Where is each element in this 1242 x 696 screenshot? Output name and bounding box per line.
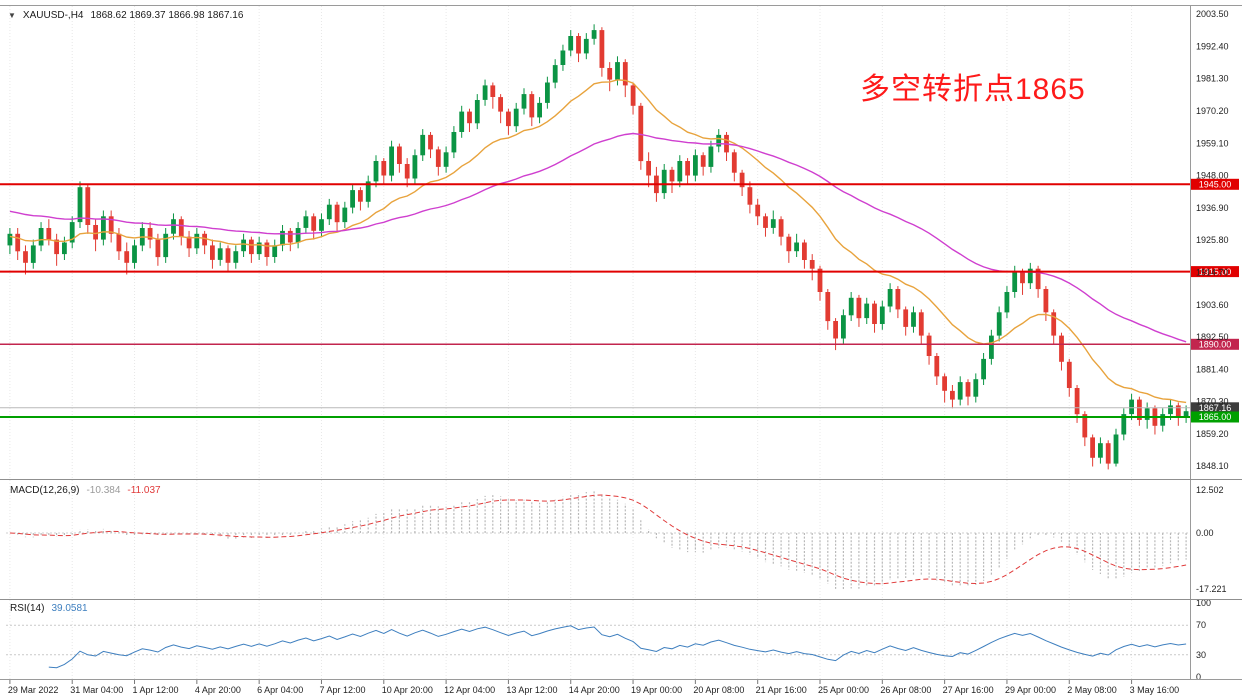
- moving-averages: [9, 79, 1187, 404]
- svg-text:1925.80: 1925.80: [1196, 235, 1229, 245]
- svg-text:1981.30: 1981.30: [1196, 74, 1229, 84]
- svg-text:10 Apr 20:00: 10 Apr 20:00: [382, 685, 433, 695]
- candlesticks[interactable]: [7, 24, 1189, 470]
- ma-slow-magenta: [9, 132, 1187, 343]
- price-axis[interactable]: 2003.50 1992.40 1981.30 1970.20 1959.10 1948.…: [1196, 9, 1229, 471]
- svg-text:29 Mar 2022: 29 Mar 2022: [8, 685, 59, 695]
- svg-text:7 Apr 12:00: 7 Apr 12:00: [319, 685, 365, 695]
- svg-text:12.502: 12.502: [1196, 485, 1224, 495]
- svg-text:2 May 08:00: 2 May 08:00: [1067, 685, 1117, 695]
- svg-text:1881.40: 1881.40: [1196, 364, 1229, 374]
- svg-text:1890.00: 1890.00: [1199, 340, 1232, 350]
- svg-text:30: 30: [1196, 650, 1206, 660]
- svg-text:1892.50: 1892.50: [1196, 332, 1229, 342]
- rsi-value: 39.0581: [51, 603, 88, 614]
- svg-text:13 Apr 12:00: 13 Apr 12:00: [506, 685, 557, 695]
- svg-text:1936.90: 1936.90: [1196, 203, 1229, 213]
- svg-text:2003.50: 2003.50: [1196, 9, 1229, 19]
- svg-text:1914.70: 1914.70: [1196, 268, 1229, 278]
- svg-text:1870.30: 1870.30: [1196, 397, 1229, 407]
- svg-text:0.00: 0.00: [1196, 528, 1214, 538]
- svg-text:27 Apr 16:00: 27 Apr 16:00: [943, 685, 994, 695]
- svg-text:31 Mar 04:00: 31 Mar 04:00: [70, 685, 123, 695]
- svg-text:0: 0: [1196, 672, 1201, 682]
- ohlc-values: 1868.62 1869.37 1866.98 1867.16: [90, 10, 244, 21]
- svg-text:70: 70: [1196, 620, 1206, 630]
- svg-text:4 Apr 20:00: 4 Apr 20:00: [195, 685, 241, 695]
- svg-text:6 Apr 04:00: 6 Apr 04:00: [257, 685, 303, 695]
- macd-indicator: 12.502 0.00 -17.221: [6, 485, 1227, 594]
- svg-text:-17.221: -17.221: [1196, 584, 1227, 594]
- svg-text:1865.00: 1865.00: [1199, 412, 1232, 422]
- svg-text:14 Apr 20:00: 14 Apr 20:00: [569, 685, 620, 695]
- pane-borders: [0, 5, 1242, 680]
- svg-text:21 Apr 16:00: 21 Apr 16:00: [756, 685, 807, 695]
- svg-text:1948.00: 1948.00: [1196, 171, 1229, 181]
- symbol-info: ▼ XAUUSD-,H4 1868.62 1869.37 1866.98 186…: [8, 10, 243, 21]
- macd-name: MACD(12,26,9): [10, 485, 80, 496]
- macd-main-value: -10.384: [86, 485, 121, 496]
- symbol-period-label: XAUUSD-,H4: [22, 10, 84, 21]
- svg-text:1945.00: 1945.00: [1199, 180, 1232, 190]
- svg-text:100: 100: [1196, 598, 1211, 608]
- svg-text:1848.10: 1848.10: [1196, 461, 1229, 471]
- svg-text:1903.60: 1903.60: [1196, 300, 1229, 310]
- svg-text:29 Apr 00:00: 29 Apr 00:00: [1005, 685, 1056, 695]
- annotation-text[interactable]: 多空转折点1865: [860, 73, 1086, 106]
- horizontal-lines[interactable]: 1867.16 1945.00 1915.00 1890.00 1865.00: [0, 178, 1239, 423]
- grid: [9, 6, 1133, 679]
- svg-text:25 Apr 00:00: 25 Apr 00:00: [818, 685, 869, 695]
- svg-text:26 Apr 08:00: 26 Apr 08:00: [880, 685, 931, 695]
- svg-text:1859.20: 1859.20: [1196, 429, 1229, 439]
- rsi-name: RSI(14): [10, 603, 45, 614]
- svg-text:1959.10: 1959.10: [1196, 138, 1229, 148]
- svg-text:1992.40: 1992.40: [1196, 41, 1229, 51]
- svg-text:12 Apr 04:00: 12 Apr 04:00: [444, 685, 495, 695]
- time-axis[interactable]: 29 Mar 2022 31 Mar 04:00 1 Apr 12:00 4 Apr …: [8, 680, 1179, 695]
- rsi-indicator-label: RSI(14) 39.0581: [10, 603, 88, 614]
- ma-fast-orange: [9, 79, 1187, 404]
- svg-text:1 Apr 12:00: 1 Apr 12:00: [133, 685, 179, 695]
- svg-text:1867.16: 1867.16: [1199, 403, 1232, 413]
- svg-text:1970.20: 1970.20: [1196, 106, 1229, 116]
- macd-signal-value: -11.037: [127, 485, 161, 496]
- svg-text:1915.00: 1915.00: [1199, 267, 1232, 277]
- svg-text:19 Apr 00:00: 19 Apr 00:00: [631, 685, 682, 695]
- rsi-indicator: 100 70 30 0: [6, 598, 1211, 682]
- svg-text:20 Apr 08:00: 20 Apr 08:00: [693, 685, 744, 695]
- macd-indicator-label: MACD(12,26,9) -10.384 -11.037: [10, 485, 161, 496]
- symbol-dropdown-icon[interactable]: ▼: [8, 11, 16, 20]
- svg-text:3 May 16:00: 3 May 16:00: [1130, 685, 1180, 695]
